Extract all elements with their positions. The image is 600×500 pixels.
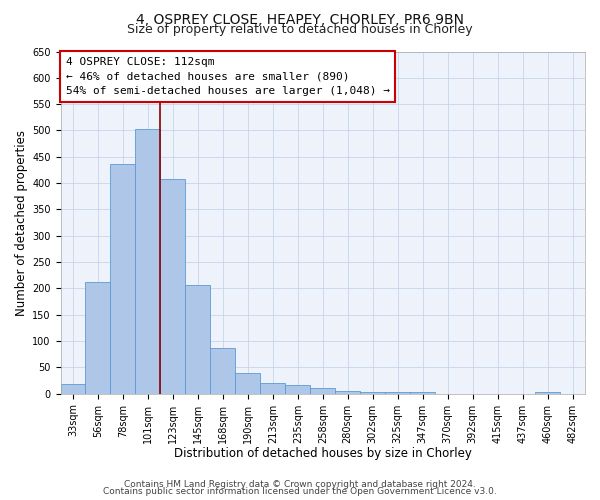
Bar — [136, 129, 160, 394]
Text: 4 OSPREY CLOSE: 112sqm
← 46% of detached houses are smaller (890)
54% of semi-de: 4 OSPREY CLOSE: 112sqm ← 46% of detached… — [66, 56, 390, 96]
Text: Size of property relative to detached houses in Chorley: Size of property relative to detached ho… — [127, 22, 473, 36]
Bar — [235, 372, 260, 394]
X-axis label: Distribution of detached houses by size in Chorley: Distribution of detached houses by size … — [174, 447, 472, 460]
Bar — [285, 385, 310, 394]
Bar — [160, 179, 185, 394]
Bar — [61, 384, 85, 394]
Bar — [335, 390, 360, 394]
Bar — [535, 392, 560, 394]
Text: Contains HM Land Registry data © Crown copyright and database right 2024.: Contains HM Land Registry data © Crown c… — [124, 480, 476, 489]
Bar — [260, 383, 285, 394]
Bar — [185, 284, 211, 394]
Y-axis label: Number of detached properties: Number of detached properties — [15, 130, 28, 316]
Bar — [385, 392, 410, 394]
Bar — [310, 388, 335, 394]
Bar — [110, 164, 136, 394]
Text: Contains public sector information licensed under the Open Government Licence v3: Contains public sector information licen… — [103, 487, 497, 496]
Bar — [410, 392, 435, 394]
Bar — [85, 282, 110, 394]
Text: 4, OSPREY CLOSE, HEAPEY, CHORLEY, PR6 9BN: 4, OSPREY CLOSE, HEAPEY, CHORLEY, PR6 9B… — [136, 12, 464, 26]
Bar — [360, 392, 385, 394]
Bar — [211, 348, 235, 394]
